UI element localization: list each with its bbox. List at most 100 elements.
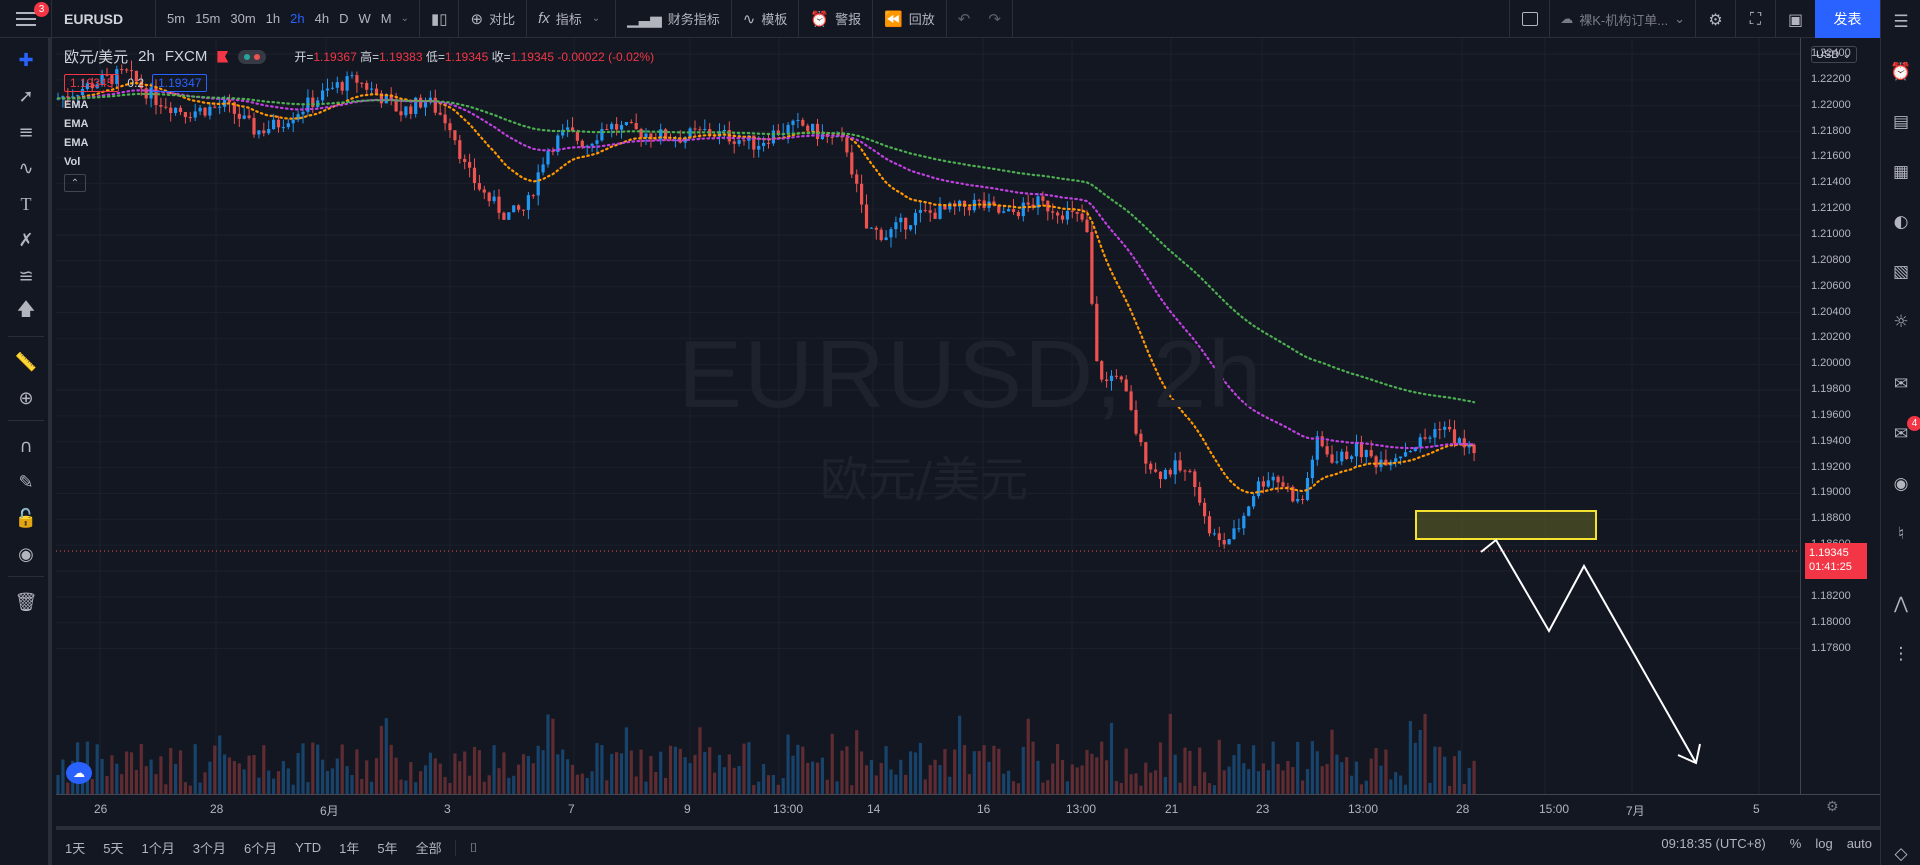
time-axis[interactable]: 26 28 6月 3 7 9 13:00 14 16 13:00 21 23 13:00 28 15:00 7… bbox=[56, 794, 1880, 820]
range-all[interactable]: 全部 bbox=[415, 841, 442, 856]
replay-button[interactable]: ⏪ 回放 bbox=[873, 0, 947, 38]
axis-settings-icon[interactable]: ⚙ bbox=[1826, 799, 1839, 815]
clock-display[interactable]: 09:18:35 (UTC+8) bbox=[1661, 836, 1766, 851]
news-icon[interactable]: ▦ bbox=[1892, 162, 1910, 182]
range-1y[interactable]: 1年 bbox=[339, 841, 360, 856]
calendar-grid-icon[interactable]: ▧ bbox=[1892, 262, 1910, 282]
magnet-icon[interactable]: ∩ bbox=[19, 435, 33, 457]
lock-icon[interactable]: 🔓 bbox=[14, 507, 38, 529]
expand-icon[interactable]: ◇ bbox=[1894, 844, 1908, 864]
range-6m[interactable]: 6个月 bbox=[243, 841, 278, 856]
range-5y[interactable]: 5年 bbox=[377, 841, 398, 856]
brush-icon[interactable]: ≌ bbox=[18, 265, 34, 287]
volume-bar bbox=[536, 745, 540, 794]
indicators-button[interactable]: fx 指标 ⌄ bbox=[527, 0, 617, 38]
range-1d[interactable]: 1天 bbox=[65, 841, 86, 856]
screenshot-button[interactable]: ▣ bbox=[1775, 0, 1815, 38]
alarm-clock-icon[interactable]: ⏰ bbox=[1890, 62, 1912, 82]
notifications-bell-icon[interactable]: ♮ bbox=[1897, 524, 1905, 544]
redo-icon[interactable]: ↷ bbox=[988, 10, 1001, 28]
chat-icon[interactable]: ✉ bbox=[1893, 374, 1909, 394]
goto-date-button[interactable]: ⌷ bbox=[454, 839, 487, 856]
ideas-bulb-icon[interactable]: ☼ bbox=[1893, 312, 1909, 332]
undo-icon[interactable]: ↶ bbox=[957, 10, 971, 28]
fullscreen-button[interactable]: ⛶ bbox=[1735, 0, 1775, 38]
indicator-volume[interactable]: Vol bbox=[64, 156, 81, 168]
trash-icon[interactable]: 🗑 bbox=[14, 591, 38, 613]
pattern-icon[interactable]: ∿ bbox=[18, 157, 34, 179]
prediction-icon[interactable]: ✗ bbox=[18, 229, 34, 251]
chevron-down-icon[interactable]: ⌄ bbox=[400, 13, 409, 24]
hotlist-icon[interactable]: ◐ bbox=[1893, 212, 1909, 232]
candle-body bbox=[668, 139, 673, 141]
text-icon[interactable]: T bbox=[20, 193, 32, 214]
interval-1h[interactable]: 1h bbox=[265, 11, 281, 26]
interval-15m[interactable]: 15m bbox=[195, 11, 221, 26]
candle-body bbox=[188, 117, 192, 119]
market-status-chip[interactable] bbox=[238, 49, 267, 64]
candle-body bbox=[933, 212, 937, 219]
range-5d[interactable]: 5天 bbox=[103, 841, 124, 856]
streams-icon[interactable]: ◉ bbox=[1893, 474, 1909, 494]
main-menu-button[interactable]: 3 bbox=[0, 0, 52, 38]
volume-bar bbox=[188, 785, 192, 794]
data-window-icon[interactable]: ▤ bbox=[1892, 112, 1910, 132]
currency-select[interactable]: USD ⌄ bbox=[1811, 46, 1857, 63]
ruler-icon[interactable]: 📏 bbox=[14, 351, 38, 373]
volume-bar bbox=[482, 781, 486, 794]
zoom-in-icon[interactable]: ⊕ bbox=[18, 387, 34, 409]
candle-body bbox=[634, 123, 638, 130]
indicator-ema-fast[interactable]: EMA bbox=[64, 99, 89, 111]
candle-body bbox=[967, 206, 971, 211]
financials-button[interactable]: ▁▃▅ 财务指标 bbox=[616, 0, 732, 38]
publish-button[interactable]: 发表 bbox=[1815, 0, 1880, 38]
layout-select-button[interactable] bbox=[1509, 0, 1549, 38]
candle-body bbox=[232, 102, 236, 114]
buy-price-button[interactable]: 1.19347 bbox=[152, 74, 208, 92]
arrow-up-icon[interactable]: 🡅 bbox=[16, 299, 36, 320]
symbol-description[interactable]: 欧元/美元 bbox=[64, 49, 129, 66]
auto-toggle[interactable]: auto bbox=[1846, 836, 1872, 851]
interval-30m[interactable]: 30m bbox=[230, 11, 256, 26]
sell-price-button[interactable]: 1.19345 bbox=[64, 74, 120, 92]
forecast-path-drawing[interactable] bbox=[1480, 538, 1697, 764]
log-toggle[interactable]: log bbox=[1815, 836, 1833, 851]
watchlist-icon[interactable]: ☰ bbox=[1893, 12, 1909, 32]
supply-zone-rectangle[interactable] bbox=[1415, 510, 1597, 540]
candle-body bbox=[458, 140, 462, 159]
trading-panel-icon[interactable]: ⋀ bbox=[1894, 594, 1908, 614]
indicator-ema-mid[interactable]: EMA bbox=[64, 118, 89, 130]
percent-toggle[interactable]: % bbox=[1789, 836, 1802, 851]
trendline-icon[interactable]: ➚ bbox=[18, 85, 34, 107]
flag-icon[interactable] bbox=[217, 50, 229, 63]
crosshair-icon[interactable]: ✚ bbox=[18, 49, 34, 71]
interval-2h[interactable]: 2h bbox=[290, 11, 305, 26]
interval-4h[interactable]: 4h bbox=[314, 11, 330, 26]
range-ytd[interactable]: YTD bbox=[295, 840, 322, 855]
dom-icon[interactable]: ⋮ bbox=[1892, 644, 1910, 664]
private-chat-icon[interactable]: ✉ 4 bbox=[1887, 416, 1920, 448]
templates-button[interactable]: ∿ 模板 bbox=[732, 0, 800, 38]
price-axis[interactable]: USD ⌄ 1.22400 1.22200 1.22000 1.21800 1.2160… bbox=[1800, 38, 1880, 794]
indicator-ema-slow[interactable]: EMA bbox=[64, 137, 89, 149]
range-3m[interactable]: 3个月 bbox=[192, 841, 226, 856]
settings-button[interactable]: ⚙ bbox=[1695, 0, 1735, 38]
interval-w[interactable]: W bbox=[358, 11, 371, 26]
layout-name[interactable]: ☁ 裸K-机构订单... ⌄ bbox=[1549, 0, 1695, 38]
eye-icon[interactable]: ◉ bbox=[18, 543, 34, 565]
candle-body bbox=[1188, 470, 1192, 472]
time-tick-label: 21 bbox=[1165, 802, 1179, 816]
collapse-legend-button[interactable]: ⌃ bbox=[64, 174, 86, 192]
chart-type-button[interactable]: ▮▯ bbox=[420, 0, 460, 38]
fib-icon[interactable]: ≡ bbox=[18, 121, 34, 143]
tradingview-logo[interactable]: ☁ bbox=[66, 762, 92, 784]
lock-pencil-icon[interactable]: ✎ bbox=[18, 471, 34, 493]
chart-canvas[interactable] bbox=[56, 38, 1800, 794]
interval-5m[interactable]: 5m bbox=[167, 11, 186, 26]
alert-button[interactable]: ⏰ 警报 bbox=[799, 0, 874, 38]
compare-button[interactable]: ⊕ 对比 bbox=[459, 0, 528, 38]
interval-m[interactable]: M bbox=[380, 11, 392, 26]
interval-d[interactable]: D bbox=[339, 11, 349, 26]
range-1m[interactable]: 1个月 bbox=[141, 841, 175, 856]
symbol-search[interactable]: EURUSD bbox=[52, 0, 156, 38]
